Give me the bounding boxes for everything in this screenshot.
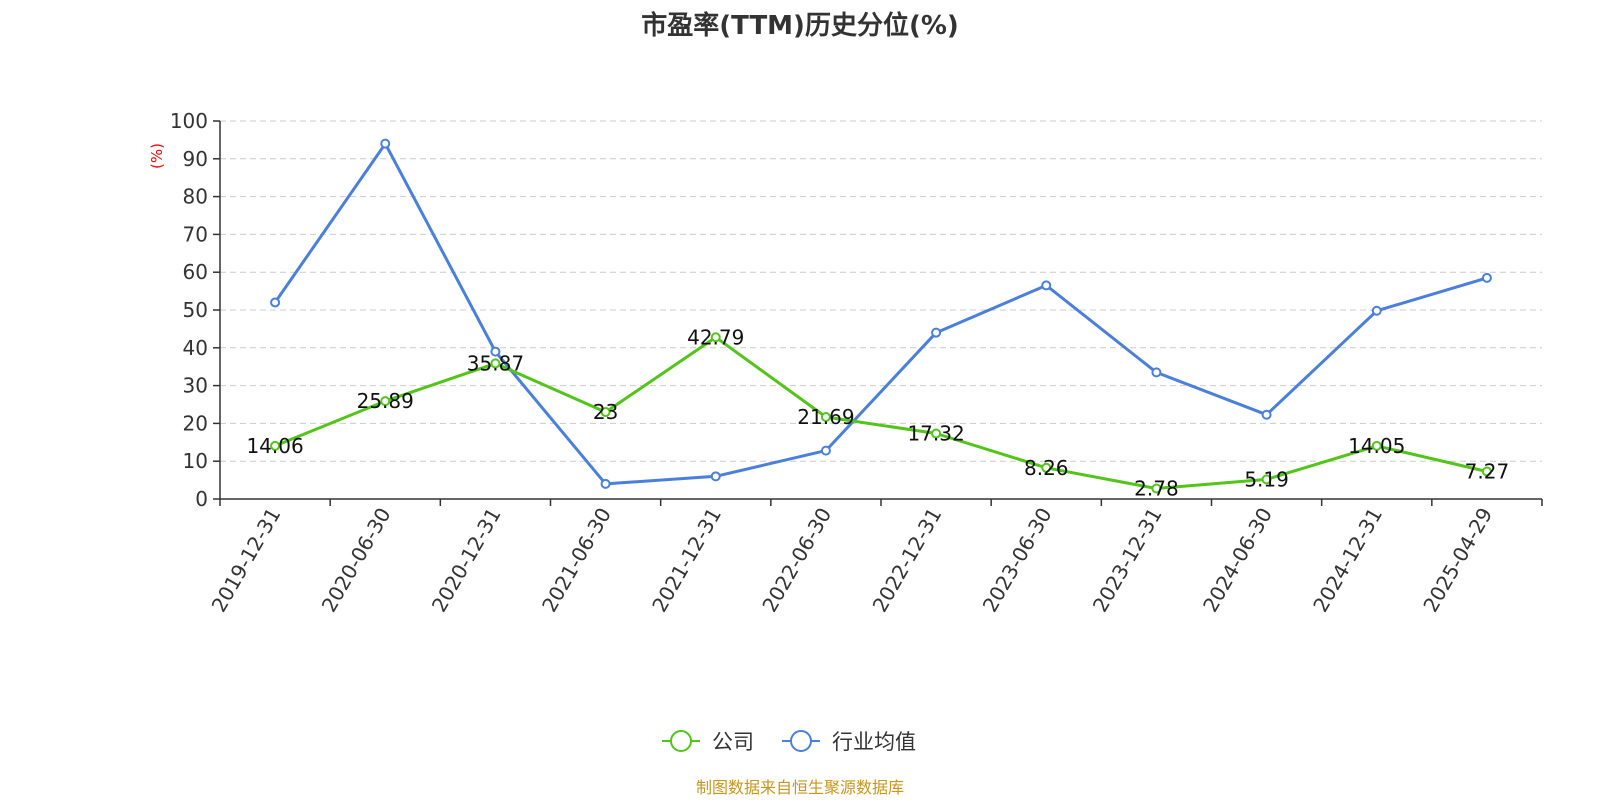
legend-item-company[interactable]: 公司	[662, 730, 754, 754]
data-label: 17.32	[907, 422, 964, 446]
data-point-industry[interactable]	[600, 478, 611, 489]
legend-label: 公司	[712, 730, 754, 754]
y-tick-label: 0	[195, 487, 208, 511]
series-points	[270, 138, 1492, 494]
data-label: 7.27	[1465, 460, 1510, 484]
y-tick-label: 80	[183, 185, 208, 209]
x-tick-label: 2019-12-31	[207, 504, 286, 617]
y-tick-label: 60	[183, 260, 208, 284]
data-point-industry[interactable]	[1481, 272, 1492, 283]
series-lines	[273, 142, 1488, 490]
y-tick-label: 10	[183, 449, 208, 473]
y-axis-ticks: 0 10 20 30 40 50 60 70 80 90 100	[170, 109, 220, 511]
x-tick-label: 2021-06-30	[537, 504, 616, 617]
x-tick-label: 2022-06-30	[757, 504, 836, 617]
data-point-industry[interactable]	[270, 297, 281, 308]
x-tick-label: 2024-06-30	[1198, 504, 1277, 617]
data-point-industry[interactable]	[931, 327, 942, 338]
data-label: 2.78	[1134, 476, 1179, 500]
legend-item-industry[interactable]: 行业均值	[782, 730, 916, 754]
x-tick-label: 2022-12-31	[868, 503, 947, 616]
x-tick-label: 2020-06-30	[317, 504, 396, 617]
data-point-industry[interactable]	[490, 346, 501, 357]
y-tick-label: 40	[183, 336, 208, 360]
data-point-company[interactable]	[1151, 483, 1162, 494]
data-labels: 14.06 25.89 35.87 23 42.79 21.69 17.32 8.26 2.78…	[246, 325, 1509, 500]
data-point-industry[interactable]	[1261, 409, 1272, 420]
data-label: 21.69	[797, 405, 854, 429]
y-axis-unit-label: (%)	[148, 143, 166, 169]
x-axis-ticks: 2019-12-31 2020-06-30 2020-12-31 2021-06-30…	[207, 499, 1543, 617]
data-point-industry[interactable]	[1371, 305, 1382, 316]
data-point-company[interactable]	[1261, 474, 1272, 485]
y-tick-label: 50	[183, 298, 208, 322]
data-point-industry[interactable]	[820, 445, 831, 456]
data-point-company[interactable]	[931, 428, 942, 439]
legend-marker	[790, 730, 812, 752]
data-label: 14.06	[246, 434, 303, 458]
data-point-company[interactable]	[820, 412, 831, 423]
source-note: 制图数据来自恒生聚源数据库	[696, 778, 904, 797]
chart-title: 市盈率(TTM)历史分位(%)	[641, 10, 959, 41]
x-tick-label: 2020-12-31	[427, 503, 506, 616]
legend-marker	[670, 730, 692, 752]
x-tick-label: 2023-06-30	[978, 504, 1057, 617]
data-label: 25.89	[357, 389, 414, 413]
x-tick-label: 2025-04-29	[1418, 504, 1497, 617]
data-point-company[interactable]	[380, 396, 391, 407]
data-label: 23	[593, 400, 618, 424]
data-point-company[interactable]	[600, 407, 611, 418]
y-tick-label: 70	[183, 222, 208, 246]
data-point-company[interactable]	[270, 440, 281, 451]
data-point-company[interactable]	[710, 332, 721, 343]
data-point-industry[interactable]	[1151, 367, 1162, 378]
data-label: 14.05	[1348, 434, 1405, 458]
y-tick-label: 100	[170, 109, 208, 133]
data-point-industry[interactable]	[380, 138, 391, 149]
data-label: 5.19	[1244, 467, 1289, 491]
x-tick-label: 2023-12-31	[1088, 504, 1167, 617]
data-point-industry[interactable]	[1041, 280, 1052, 291]
data-point-company[interactable]	[1041, 462, 1052, 473]
legend: 公司 行业均值	[662, 730, 916, 754]
legend-label: 行业均值	[832, 730, 916, 754]
data-point-industry[interactable]	[710, 471, 721, 482]
data-label: 35.87	[467, 351, 524, 375]
data-label: 8.26	[1024, 456, 1069, 480]
x-tick-label: 2024-12-31	[1308, 504, 1387, 617]
x-tick-label: 2021-12-31	[647, 504, 726, 617]
y-tick-label: 20	[183, 411, 208, 435]
y-tick-label: 30	[183, 374, 208, 398]
series-line-company	[274, 335, 1488, 490]
series-line-industry	[273, 142, 1488, 486]
data-point-company[interactable]	[1481, 466, 1492, 477]
data-label: 42.79	[687, 325, 744, 349]
data-point-company[interactable]	[490, 358, 501, 369]
grid-lines	[220, 120, 1542, 462]
y-tick-label: 90	[183, 147, 208, 171]
data-point-company[interactable]	[1371, 440, 1382, 451]
